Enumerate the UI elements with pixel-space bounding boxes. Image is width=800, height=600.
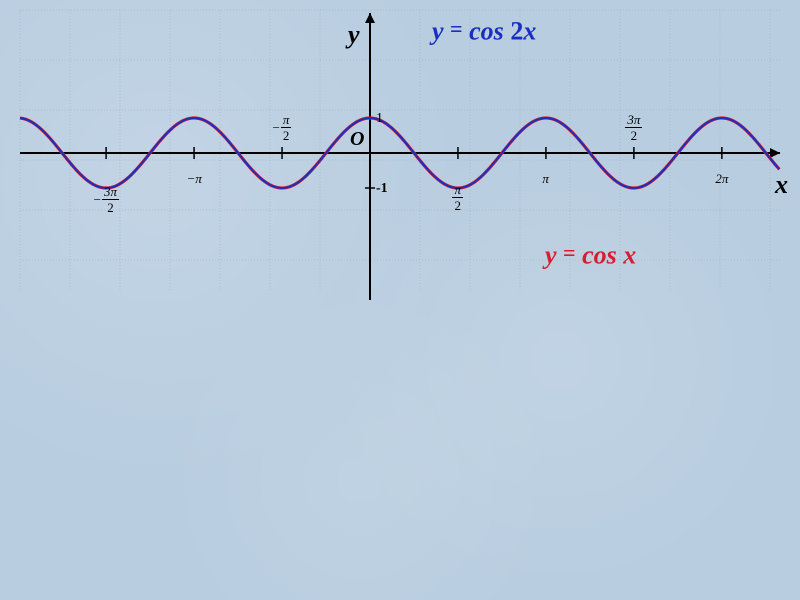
x-tick-5: 3π2 bbox=[625, 113, 642, 142]
y-axis-label: y bbox=[348, 20, 360, 50]
y-tick--1: -1 bbox=[376, 181, 388, 197]
x-tick-2: −π2 bbox=[273, 113, 292, 142]
chart-stage: x y O1 -1 −3π2 −π −π2 π2 π 3π2 2π y = cos 2x y = cos… bbox=[0, 0, 800, 600]
plot-svg bbox=[0, 0, 800, 600]
x-tick-4: π bbox=[542, 171, 549, 187]
x-tick-6: 2π bbox=[715, 171, 728, 187]
legend-blue: y = cos 2x bbox=[432, 16, 536, 46]
origin-label: O bbox=[350, 128, 364, 151]
x-tick-0: −3π2 bbox=[94, 185, 119, 214]
x-tick-3: π2 bbox=[452, 183, 463, 212]
legend-red: y = cos x bbox=[545, 240, 636, 270]
y-tick-1: 1 bbox=[376, 111, 383, 127]
x-axis-label: x bbox=[775, 170, 788, 200]
x-tick-1: −π bbox=[187, 171, 202, 187]
